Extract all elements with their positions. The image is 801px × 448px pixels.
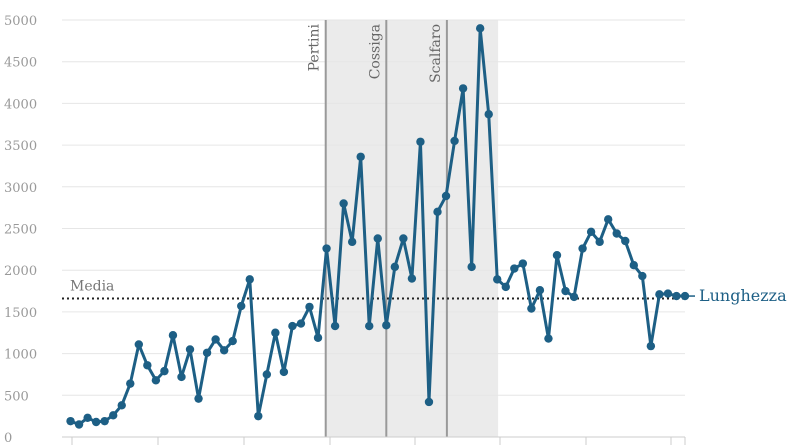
- period-label-scalfaro: Scalfaro: [428, 24, 444, 83]
- data-point-26: [280, 368, 288, 376]
- y-tick-label-3000: 3000: [4, 181, 37, 196]
- data-point-50: [485, 110, 493, 118]
- data-point-61: [578, 244, 586, 252]
- period-label-pertini: Pertini: [307, 23, 323, 71]
- y-tick-label-4500: 4500: [4, 56, 37, 71]
- data-point-57: [544, 334, 552, 342]
- data-point-20: [228, 337, 236, 345]
- data-point-31: [322, 244, 330, 252]
- data-point-39: [391, 263, 399, 271]
- data-point-47: [459, 84, 467, 92]
- data-point-18: [211, 335, 219, 343]
- data-point-16: [194, 394, 202, 402]
- y-tick-label-3500: 3500: [4, 139, 37, 154]
- data-point-3: [83, 414, 91, 422]
- data-point-4: [92, 418, 100, 426]
- data-point-45: [442, 192, 450, 200]
- data-point-10: [143, 361, 151, 369]
- data-point-41: [408, 274, 416, 282]
- data-point-67: [630, 261, 638, 269]
- data-point-43: [425, 398, 433, 406]
- y-tick-label-5000: 5000: [4, 14, 37, 29]
- data-point-48: [467, 263, 475, 271]
- y-tick-label-2000: 2000: [4, 264, 37, 279]
- data-point-38: [382, 321, 390, 329]
- data-point-60: [570, 293, 578, 301]
- data-point-17: [203, 349, 211, 357]
- data-point-73: [681, 292, 689, 300]
- data-point-44: [433, 208, 441, 216]
- data-point-11: [152, 376, 160, 384]
- data-point-55: [527, 304, 535, 312]
- y-tick-label-1500: 1500: [4, 306, 37, 321]
- y-tick-label-1000: 1000: [4, 348, 37, 363]
- data-point-54: [519, 259, 527, 267]
- data-point-6: [109, 411, 117, 419]
- data-point-13: [169, 331, 177, 339]
- data-point-71: [664, 289, 672, 297]
- data-point-56: [536, 286, 544, 294]
- data-point-35: [356, 153, 364, 161]
- data-point-8: [126, 379, 134, 387]
- period-label-cossiga: Cossiga: [367, 24, 383, 79]
- data-point-66: [621, 237, 629, 245]
- data-point-21: [237, 302, 245, 310]
- y-tick-label-2500: 2500: [4, 223, 37, 238]
- data-point-42: [416, 138, 424, 146]
- x-axis: [62, 437, 685, 445]
- data-point-72: [672, 292, 680, 300]
- data-point-64: [604, 215, 612, 223]
- data-point-5: [100, 417, 108, 425]
- data-point-36: [365, 322, 373, 330]
- data-point-2: [75, 420, 83, 428]
- data-point-53: [510, 264, 518, 272]
- data-point-30: [314, 334, 322, 342]
- data-point-65: [613, 229, 621, 237]
- data-point-9: [135, 340, 143, 348]
- reference-line-label: Media: [70, 279, 114, 295]
- data-point-23: [254, 412, 262, 420]
- data-point-15: [186, 345, 194, 353]
- data-point-7: [118, 401, 126, 409]
- data-point-49: [476, 24, 484, 32]
- data-point-68: [638, 272, 646, 280]
- data-point-51: [493, 275, 501, 283]
- data-point-32: [331, 322, 339, 330]
- y-tick-label-500: 500: [4, 389, 29, 404]
- y-tick-label-4000: 4000: [4, 97, 37, 112]
- data-point-19: [220, 346, 228, 354]
- y-axis-tick-labels: 0 500 1000 1500 2000 2500 3000 3500 4000 4500 5000: [4, 14, 37, 446]
- data-point-22: [246, 275, 254, 283]
- data-point-27: [288, 322, 296, 330]
- data-point-59: [561, 287, 569, 295]
- data-point-62: [587, 228, 595, 236]
- y-tick-label-0: 0: [4, 431, 12, 446]
- data-point-63: [595, 238, 603, 246]
- data-point-52: [502, 283, 510, 291]
- data-point-40: [399, 234, 407, 242]
- data-point-33: [339, 199, 347, 207]
- data-point-70: [655, 290, 663, 298]
- data-point-58: [553, 251, 561, 259]
- data-point-46: [450, 137, 458, 145]
- data-point-29: [305, 303, 313, 311]
- series-label: Lunghezza: [699, 286, 787, 305]
- data-point-14: [177, 373, 185, 381]
- data-point-25: [271, 329, 279, 337]
- data-point-37: [374, 234, 382, 242]
- data-point-24: [263, 370, 271, 378]
- data-point-28: [297, 319, 305, 327]
- data-point-34: [348, 238, 356, 246]
- data-point-12: [160, 367, 168, 375]
- data-point-1: [66, 417, 74, 425]
- data-point-69: [647, 342, 655, 350]
